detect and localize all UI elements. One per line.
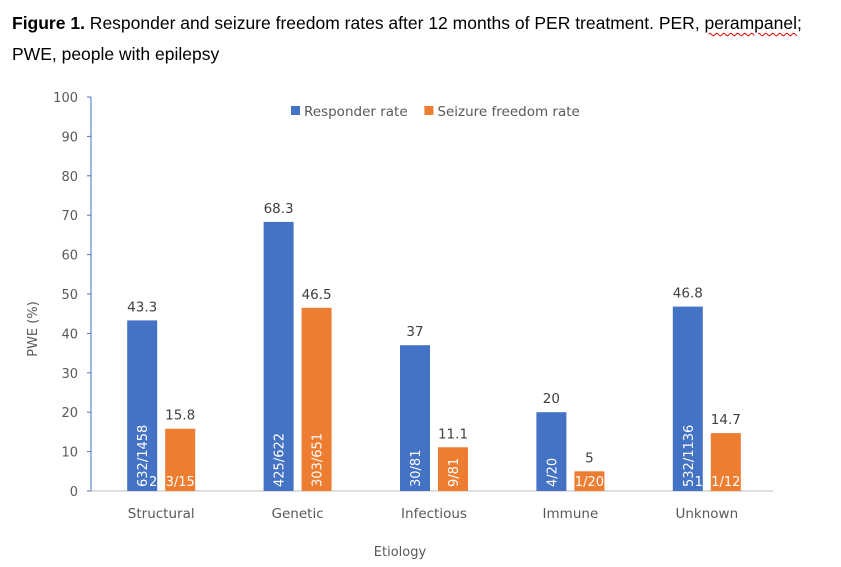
y-tick-label: 90	[61, 130, 78, 145]
bar	[127, 320, 158, 491]
figure-caption: Figure 1. Responder and seizure freedom …	[12, 8, 832, 70]
inner-label: 181/1229	[695, 475, 757, 490]
inner-label: 4/20	[545, 458, 560, 487]
inner-label: 532/1136	[682, 425, 697, 487]
data-label: 68.3	[264, 201, 294, 217]
inner-label: 253/1598	[149, 475, 211, 490]
bar	[710, 433, 741, 491]
bar	[672, 306, 703, 491]
y-tick-label: 40	[61, 327, 78, 342]
bar	[301, 307, 332, 491]
data-label: 11.1	[438, 426, 468, 442]
misspelled-word: perampanel	[704, 13, 797, 33]
legend-swatch	[424, 106, 434, 115]
y-tick-label: 50	[61, 288, 78, 303]
bar	[438, 447, 468, 491]
bar	[263, 221, 294, 491]
data-label: 15.8	[165, 408, 195, 424]
y-tick-label: 30	[61, 367, 78, 382]
inner-label: 9/81	[447, 458, 462, 487]
data-label: 46.5	[302, 287, 332, 303]
inner-label: 30/81	[409, 450, 424, 487]
x-tick-label: Immune	[543, 506, 599, 522]
y-tick-label: 60	[61, 249, 78, 264]
x-tick-label: Structural	[128, 506, 195, 522]
caption-text-2: ; PWE, people with epilepsy	[12, 13, 802, 64]
legend-label: Seizure freedom rate	[437, 104, 579, 120]
data-label: 37	[406, 324, 423, 340]
inner-label: 1/20	[575, 475, 604, 490]
y-axis-title: PWE (%)	[26, 301, 41, 357]
x-axis-title: Etiology	[374, 545, 427, 560]
y-tick-label: 0	[70, 485, 78, 500]
y-tick-label: 10	[61, 446, 78, 461]
x-tick-label: Genetic	[272, 506, 324, 522]
figure-label: Figure 1.	[12, 13, 85, 33]
x-tick-label: Infectious	[401, 506, 467, 522]
legend-swatch	[291, 106, 300, 115]
inner-label: 632/1458	[136, 425, 151, 487]
bar	[574, 471, 605, 491]
data-label: 20	[543, 391, 560, 407]
bar	[536, 412, 567, 491]
y-tick-label: 70	[61, 209, 78, 224]
bar	[165, 428, 196, 491]
y-tick-label: 80	[61, 170, 78, 185]
inner-label: 425/622	[273, 433, 288, 487]
data-label: 14.7	[711, 412, 741, 428]
legend-label: Responder rate	[304, 104, 408, 120]
y-tick-label: 100	[53, 91, 78, 106]
data-label: 5	[585, 450, 594, 466]
data-label: 43.3	[127, 299, 157, 315]
caption-text: Responder and seizure freedom rates afte…	[84, 13, 705, 33]
bar	[400, 345, 430, 491]
inner-label: 303/651	[311, 433, 326, 487]
data-label: 46.8	[673, 286, 703, 302]
x-tick-label: Unknown	[675, 506, 738, 522]
y-tick-label: 20	[61, 406, 78, 421]
